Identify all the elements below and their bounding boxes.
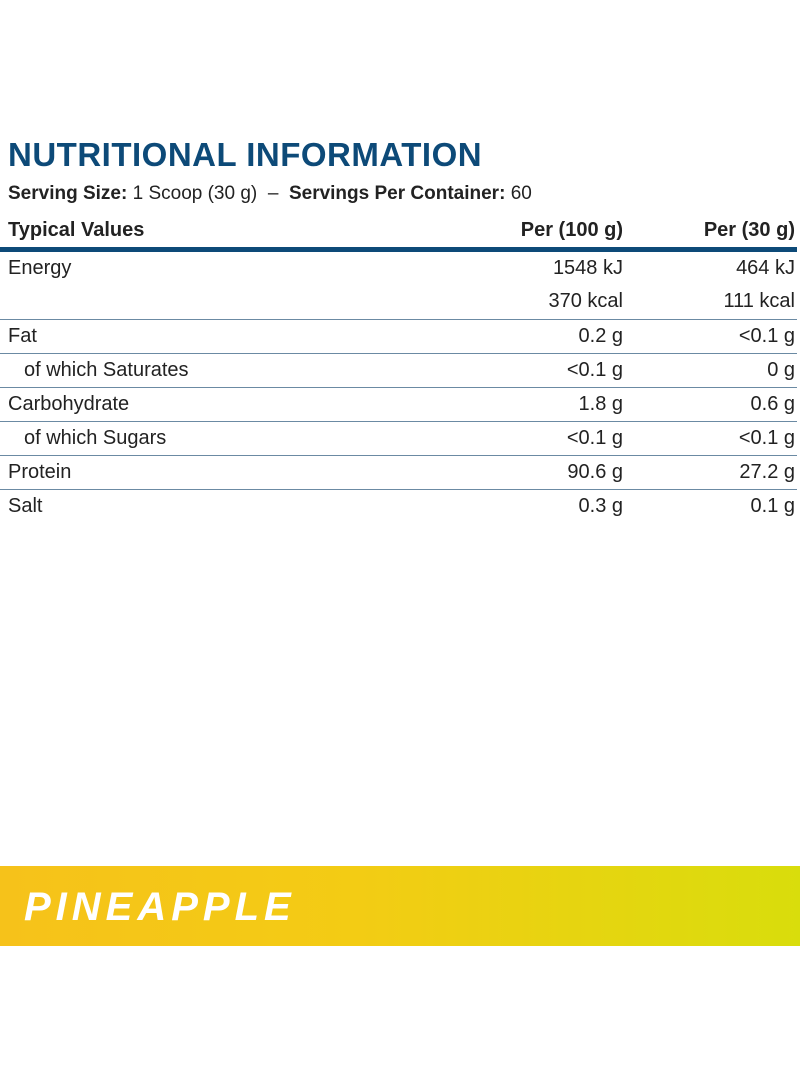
serving-size-label: Serving Size:: [8, 183, 128, 204]
separator: –: [267, 183, 279, 204]
table-header: Typical Values Per (100 g) Per (30 g): [0, 214, 797, 252]
nutrient-label: Salt: [8, 495, 43, 517]
table-row: Fat 0.2 g <0.1 g: [0, 320, 797, 354]
flavor-banner: PINEAPPLE: [0, 866, 800, 946]
value: 1548 kJ: [552, 257, 623, 279]
column-header: Per (100 g): [520, 219, 623, 241]
nutrient-label: of which Sugars: [24, 427, 167, 449]
value-cell: <0.1 g: [739, 320, 795, 353]
serving-info: Serving Size: 1 Scoop (30 g) – Servings …: [8, 183, 532, 205]
nutrient-label: Carbohydrate: [8, 393, 130, 415]
value: 0.1 g: [750, 495, 795, 517]
nutrient-label: Fat: [8, 325, 37, 347]
value: 0.2 g: [578, 325, 623, 347]
value: <0.1 g: [738, 325, 795, 347]
value-cell: 0.2 g: [579, 320, 623, 353]
value: 0.6 g: [750, 393, 795, 415]
value: 370 kcal: [548, 290, 624, 312]
table-row: of which Sugars <0.1 g <0.1 g: [0, 422, 797, 456]
value-cell: 0.6 g: [751, 388, 795, 421]
nutrition-table: Typical Values Per (100 g) Per (30 g) En…: [0, 214, 797, 523]
flavor-name: PINEAPPLE: [24, 885, 296, 929]
nutrient-label: Energy: [8, 257, 72, 279]
value: 27.2 g: [739, 461, 795, 483]
table-row: of which Saturates <0.1 g 0 g: [0, 354, 797, 388]
value-cell: 464 kJ 111 kcal: [723, 252, 795, 318]
table-row: Salt 0.3 g 0.1 g: [0, 490, 797, 523]
value-cell: 1.8 g: [579, 388, 623, 421]
table-row: Carbohydrate 1.8 g 0.6 g: [0, 388, 797, 422]
value: 0 g: [767, 359, 795, 381]
value: 464 kJ: [736, 257, 795, 279]
servings-label: Servings Per Container:: [288, 183, 506, 204]
nutrient-label: of which Saturates: [24, 359, 189, 381]
value: 111 kcal: [723, 290, 795, 312]
value-cell: <0.1 g: [567, 422, 623, 455]
value-cell: <0.1 g: [567, 354, 623, 387]
value-cell: 27.2 g: [739, 456, 795, 489]
table-row: Energy 1548 kJ 370 kcal 464 kJ 111 kcal: [0, 252, 797, 320]
nutrient-label: Protein: [8, 461, 72, 483]
value: <0.1 g: [566, 359, 623, 381]
value-cell: 0.1 g: [751, 490, 795, 523]
value: 0.3 g: [578, 495, 623, 517]
value-cell: <0.1 g: [739, 422, 795, 455]
value: <0.1 g: [566, 427, 623, 449]
serving-size: 1 Scoop (30 g): [132, 183, 258, 204]
column-header: Typical Values: [8, 219, 145, 241]
servings: 60: [510, 183, 532, 204]
value: <0.1 g: [738, 427, 795, 449]
value: 1.8 g: [578, 393, 623, 415]
title: NUTRITIONAL INFORMATION: [8, 136, 483, 173]
value-cell: 0.3 g: [579, 490, 623, 523]
value-cell: 90.6 g: [567, 456, 623, 489]
value-cell: 1548 kJ 370 kcal: [549, 252, 624, 318]
value: 90.6 g: [567, 461, 623, 483]
value-cell: 0 g: [767, 354, 795, 387]
column-header: Per (30 g): [703, 219, 795, 241]
table-row: Protein 90.6 g 27.2 g: [0, 456, 797, 490]
